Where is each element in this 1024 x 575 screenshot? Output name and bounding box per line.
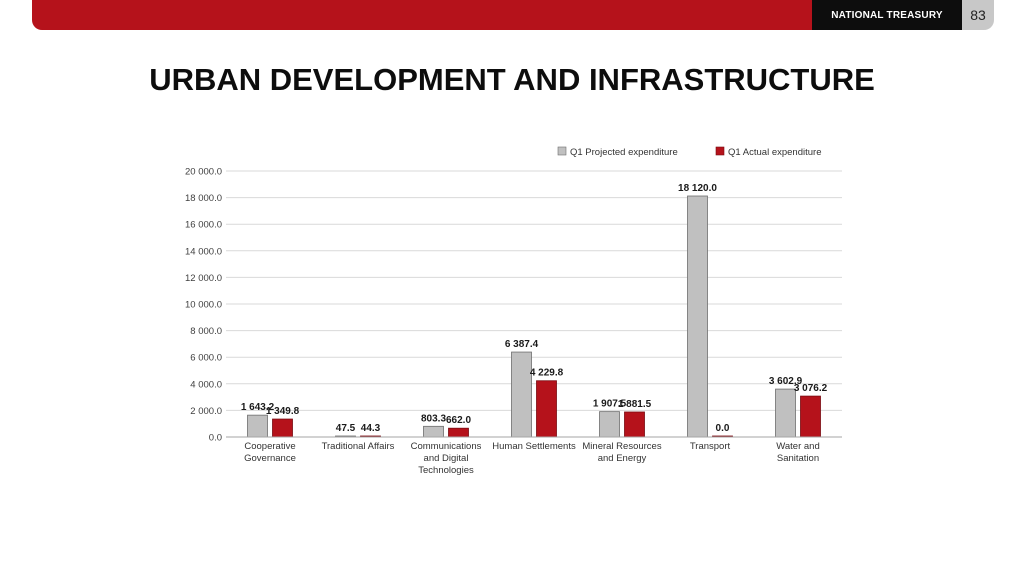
projected-bar	[599, 411, 620, 438]
x-category-label: Transport	[690, 441, 731, 452]
data-label: 3 602.9	[769, 376, 803, 387]
legend-label: Q1 Projected expenditure	[570, 147, 678, 158]
y-tick-label: 8 000.0	[190, 326, 222, 337]
y-tick-label: 20 000.0	[185, 167, 222, 178]
data-label: 18 120.0	[678, 183, 717, 194]
data-label: 6 387.4	[505, 339, 539, 350]
actual-bar	[536, 380, 557, 438]
projected-bar	[775, 388, 796, 438]
actual-bar	[800, 395, 821, 438]
x-category-label: Human Settlements	[492, 441, 576, 452]
data-label: 1 643.2	[241, 402, 275, 413]
x-category-label: Communications and Digital Technologies	[411, 441, 482, 476]
y-tick-label: 18 000.0	[185, 193, 222, 204]
chart-bars: 1 643.21 349.8 47.5 44.3 803.3 662.0 6 387.4 4…	[241, 183, 828, 438]
chart-gridlines	[226, 170, 842, 438]
y-tick-label: 2 000.0	[190, 406, 222, 417]
brand-label: NATIONAL TREASURY	[812, 0, 962, 30]
x-category-label: Traditional Affairs	[322, 441, 395, 452]
chart-legend: Q1 Projected expenditure Q1 Actual expend…	[557, 146, 821, 158]
actual-bar	[448, 427, 469, 438]
legend-label: Q1 Actual expenditure	[728, 147, 821, 158]
data-label: 4 229.8	[530, 368, 564, 379]
actual-bar	[272, 418, 293, 438]
data-label: 47.5	[336, 423, 356, 434]
data-label: 3 076.2	[794, 383, 828, 394]
data-label: 44.3	[361, 423, 381, 434]
slide-title: URBAN DEVELOPMENT AND INFRASTRUCTURE	[149, 62, 875, 97]
x-category-label: Mineral Resources and Energy	[582, 441, 661, 464]
y-tick-label: 16 000.0	[185, 220, 222, 231]
actual-bar	[624, 411, 645, 438]
projected-bar	[423, 425, 444, 438]
y-tick-label: 12 000.0	[185, 273, 222, 284]
legend-swatch	[715, 146, 725, 156]
page-number: 83	[962, 0, 994, 30]
x-category-label: Cooperative Governance	[244, 441, 296, 464]
data-label: 1 881.5	[618, 399, 652, 410]
projected-bar	[687, 195, 708, 438]
y-tick-label: 10 000.0	[185, 300, 222, 311]
chart-x-axis: Cooperative Governance Traditional Affairs…	[226, 436, 842, 476]
chart-y-axis: 0.0 2 000.0 4 000.0 6 000.0 8 000.0 10 000.0 1…	[185, 167, 222, 444]
y-tick-label: 0.0	[209, 433, 222, 444]
data-label: 0.0	[716, 423, 730, 434]
projected-bar	[511, 351, 532, 438]
projected-bar	[247, 414, 268, 438]
y-tick-label: 4 000.0	[190, 379, 222, 390]
header-accent-bar	[32, 0, 812, 30]
x-category-label: Water and Sanitation	[776, 441, 819, 464]
data-label: 1 349.8	[266, 406, 300, 417]
y-tick-label: 6 000.0	[190, 353, 222, 364]
legend-swatch	[557, 146, 567, 156]
data-label: 662.0	[446, 415, 471, 426]
data-label: 803.3	[421, 413, 446, 424]
y-tick-label: 14 000.0	[185, 246, 222, 257]
data-label: 1 907.5	[593, 399, 627, 410]
